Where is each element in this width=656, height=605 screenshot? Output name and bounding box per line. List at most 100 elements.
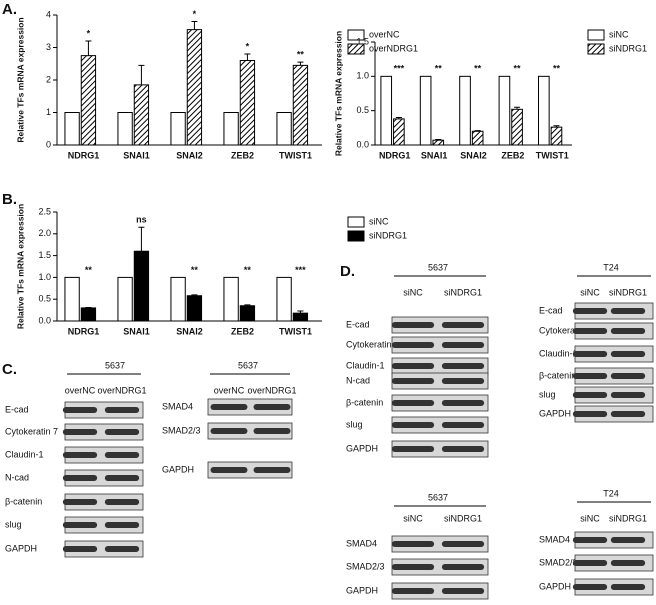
bar	[171, 113, 185, 146]
blot-band	[254, 428, 291, 434]
row-label: GAPDH	[346, 443, 378, 453]
legend-swatch	[348, 231, 364, 241]
row-label: β-catenin	[5, 496, 42, 506]
row-label: GAPDH	[5, 543, 37, 553]
row-label: Cytokeratin 7	[5, 426, 58, 436]
row-label: slug	[539, 389, 556, 399]
bar	[499, 76, 510, 145]
significance: ***	[295, 265, 306, 275]
blot-band	[63, 429, 97, 435]
row-label: SMAD4	[162, 401, 193, 411]
bar	[277, 113, 291, 146]
lane-label: overNDRG1	[97, 385, 146, 395]
panel-label: A.	[2, 1, 17, 18]
bar	[277, 277, 291, 321]
significance: **	[474, 64, 482, 74]
y-tick-label: 0.5	[38, 294, 51, 304]
row-label: GAPDH	[539, 581, 571, 591]
error-bar	[138, 65, 144, 85]
blot-band	[392, 400, 434, 406]
row-label: Claudin-1	[346, 360, 385, 370]
blot-band	[573, 373, 607, 379]
significance: *	[193, 9, 197, 19]
bar	[240, 306, 254, 321]
blot-band	[442, 400, 484, 406]
blot-band	[392, 422, 434, 428]
blot-band	[105, 407, 139, 413]
panel-label: D.	[340, 263, 355, 280]
bar	[118, 277, 132, 321]
blot-band	[573, 308, 607, 314]
blot-band	[211, 404, 248, 410]
blot-band	[573, 351, 607, 357]
legend-label: siNC	[609, 29, 629, 39]
blot-band	[105, 499, 139, 505]
legend-swatch	[348, 217, 364, 227]
blot-title: T24	[603, 488, 619, 498]
significance: **	[514, 64, 522, 74]
blot-band	[105, 475, 139, 481]
blot-band	[392, 342, 434, 348]
bar	[134, 85, 148, 145]
legend-label: siNDRG1	[609, 43, 647, 53]
blot-band	[442, 342, 484, 348]
row-label: slug	[346, 419, 363, 429]
blot-band	[105, 522, 139, 528]
bar	[381, 76, 392, 145]
row-label: Claudin-1	[5, 449, 44, 459]
blot-band	[611, 392, 645, 398]
legend-label: overNC	[369, 29, 400, 39]
bar	[394, 119, 405, 145]
bar	[187, 296, 201, 321]
x-tick-label: NDRG1	[379, 150, 411, 160]
y-tick-label: 1.0	[38, 272, 51, 282]
error-bar	[244, 54, 250, 61]
blot-title: 5637	[105, 360, 125, 370]
blot-band	[63, 546, 97, 552]
y-tick-label: 2.0	[38, 228, 51, 238]
y-tick-label: 3	[46, 42, 51, 52]
row-label: GAPDH	[346, 585, 378, 595]
lane-label: siNDRG1	[609, 287, 647, 297]
lane-label: siNC	[580, 287, 600, 297]
x-tick-label: TWIST1	[536, 150, 569, 160]
bar	[224, 113, 238, 146]
x-tick-label: ZEB2	[501, 150, 524, 160]
row-label: N-cad	[5, 472, 29, 482]
row-label: β-catenin	[539, 370, 576, 380]
y-axis-label: Relative TFs mRNA expression	[333, 31, 343, 156]
blot-band	[63, 475, 97, 481]
y-tick-label: 0.0	[38, 315, 51, 325]
significance: ns	[136, 215, 147, 225]
row-label: GAPDH	[539, 408, 571, 418]
bar	[187, 30, 201, 145]
blot-band	[611, 560, 645, 566]
row-label: E-cad	[346, 319, 370, 329]
y-tick-label: 0.5	[356, 105, 369, 115]
blot-band	[392, 564, 434, 570]
significance: **	[85, 265, 93, 275]
blot-band	[573, 584, 607, 590]
x-tick-label: SNAI2	[176, 326, 203, 336]
blot-band	[611, 411, 645, 417]
blot-band	[573, 537, 607, 543]
x-tick-label: NDRG1	[68, 326, 100, 336]
row-label: slug	[5, 519, 22, 529]
blot-title: 5637	[238, 360, 258, 370]
lane-label: siNDRG1	[444, 287, 482, 297]
lane-label: siNC	[403, 287, 423, 297]
blot-band	[573, 392, 607, 398]
blot-band	[211, 428, 248, 434]
x-tick-label: SNAI1	[123, 150, 150, 160]
blot-band	[442, 541, 484, 547]
bar	[293, 313, 307, 321]
y-axis-label: Relative TFs mRNA expression	[15, 17, 25, 142]
row-label: SMAD2/3	[539, 557, 578, 567]
bar	[81, 308, 95, 321]
blot-band	[442, 588, 484, 594]
bar	[460, 76, 471, 145]
significance: **	[435, 64, 443, 74]
y-tick-label: 1.5	[38, 250, 51, 260]
error-bar	[191, 22, 197, 30]
